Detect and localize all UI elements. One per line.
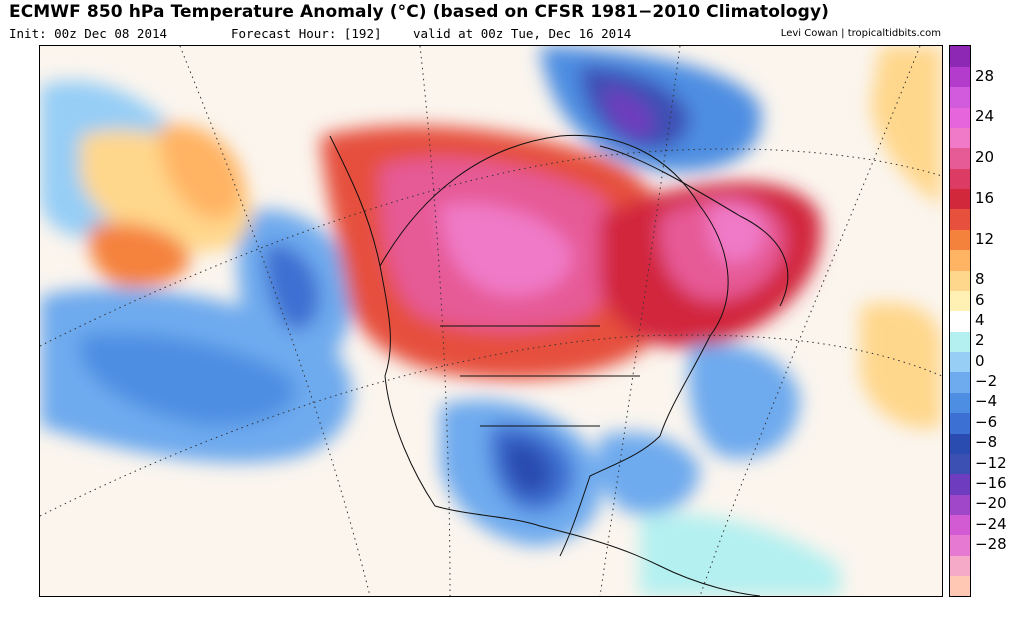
colorbar-segment [950,494,970,515]
north-pacific-warm-anomaly [80,124,252,288]
colorbar-tick-label: −2 [975,372,998,391]
forecast-hour: Forecast Hour: [192] [231,26,382,41]
colorbar-tick-label: −8 [975,433,998,452]
colorbar-segment [950,208,970,230]
texas-cold-anomaly [440,399,602,546]
forecast-info-line: Init: 00z Dec 08 2014 Forecast Hour: [19… [9,26,941,42]
colorbar-tick-label: 16 [975,188,995,207]
colorbar-segment [950,46,970,67]
colorbar-tick-label: −28 [975,535,1007,554]
colorbar-segment [950,229,970,251]
colorbar-segment [950,412,970,434]
colorbar-segment [950,66,970,88]
colorbar-segment [950,514,970,536]
colorbar-tick-label: 20 [975,148,995,167]
greenland-cold-anomaly [540,46,762,172]
init-time: Init: 00z Dec 08 2014 [9,26,168,41]
colorbar-segment [950,290,970,312]
colorbar-segment [950,310,970,332]
colorbar-segment [950,575,970,596]
colorbar-segment [950,534,970,556]
colorbar-tick-label: −6 [975,412,998,431]
colorbar-tick-label: −12 [975,453,1007,472]
valid-time: valid at 00z Tue, Dec 16 2014 [413,26,632,41]
colorbar-segment [950,433,970,454]
colorbar-segment [950,127,970,149]
colorbar-segment [950,351,970,373]
colorbar-segment [950,371,970,393]
coastlines [329,134,789,596]
colorbar-segment [950,86,970,108]
colorbar-tick-label: 6 [975,290,985,309]
map-title: ECMWF 850 hPa Temperature Anomaly (°C) (… [9,2,829,22]
colorbar-tick-label: −20 [975,494,1007,513]
colorbar-tick-label: 8 [975,270,985,289]
colorbar-tick-label: 12 [975,229,995,248]
colorbar-segment [950,453,970,475]
colorbar-segment [950,270,970,291]
author-credit: Levi Cowan | tropicaltidbits.com [780,28,941,39]
western-atlantic-cold-anomaly [598,302,942,514]
canada-warm-anomaly [320,125,676,380]
colorbar-segment [950,555,970,577]
colorbar-tick-label: 2 [975,331,985,350]
colorbar-segment [950,473,970,495]
graticule [40,46,942,596]
colorbar [949,45,971,597]
colorbar-tick-label: −16 [975,473,1007,492]
colorbar-tick-label: 0 [975,351,985,370]
colorbar-tick-label: 28 [975,66,995,85]
colorbar-tick-label: −24 [975,514,1007,533]
colorbar-segment [950,147,970,169]
anomaly-map [39,45,943,597]
gulf-of-alaska-cold-anomaly [237,209,352,368]
colorbar-segment [950,107,970,128]
colorbar-segment [950,392,970,414]
colorbar-segment [950,249,970,271]
colorbar-tick-label: −4 [975,392,998,411]
colorbar-tick-label: 4 [975,311,985,329]
colorbar-tick-label: 24 [975,107,995,126]
colorbar-segment [950,188,970,210]
colorbar-segment [950,168,970,190]
colorbar-segment [950,331,970,353]
